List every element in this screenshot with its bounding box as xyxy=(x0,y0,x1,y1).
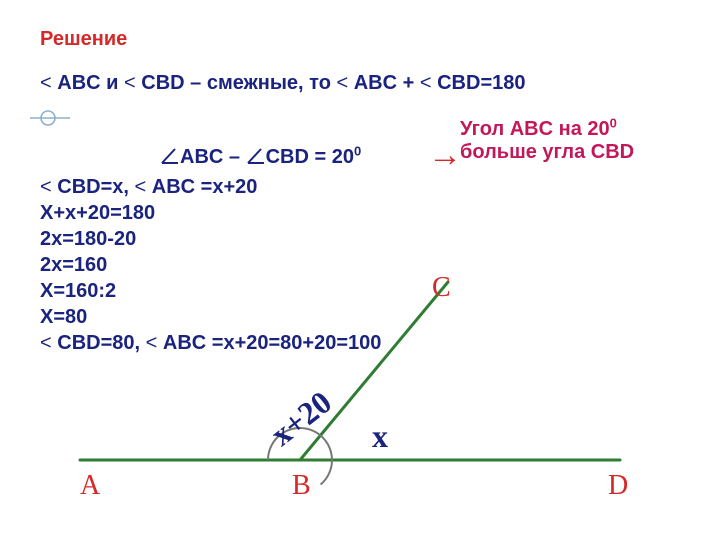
angle-label-x: x xyxy=(372,418,388,455)
point-label-b: B xyxy=(292,470,311,502)
point-label-c: C xyxy=(432,272,451,304)
point-label-a: A xyxy=(80,470,100,502)
geometry-figure xyxy=(0,0,720,540)
point-label-d: D xyxy=(608,470,628,502)
